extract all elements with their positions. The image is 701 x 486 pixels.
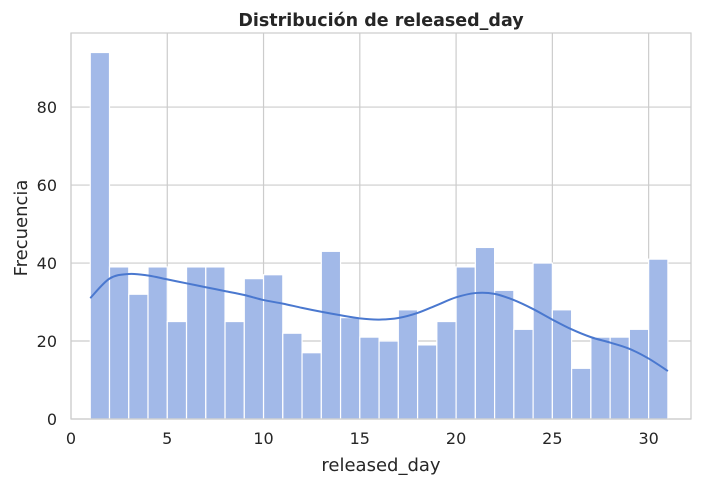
histogram-bar-29: [628, 328, 650, 420]
kde-layer: [89, 272, 669, 372]
kde-line: [89, 272, 669, 372]
histogram-bar-13: [320, 250, 342, 420]
histogram-bar-18: [416, 344, 438, 420]
x-tick-label-25: 25: [542, 429, 562, 448]
plot-frame: [70, 32, 692, 420]
x-tick-label-30: 30: [638, 429, 658, 448]
histogram-bars: [89, 51, 669, 420]
x-tick-labels: 0 5 10 15 20 25 30: [66, 429, 659, 448]
histogram-bar-8: [224, 320, 245, 420]
y-tick-labels: 0 20 40 60 80: [37, 98, 57, 429]
y-axis-label: Frecuencia: [11, 180, 32, 277]
y-tick-label-80: 80: [37, 98, 57, 117]
histogram-bar-12: [301, 352, 322, 420]
histogram-bar-26: [571, 367, 592, 420]
histogram-bar-2: [108, 266, 130, 420]
plot-border: [70, 32, 692, 420]
histogram-bar-20: [455, 266, 476, 420]
histogram-bar-27: [590, 336, 611, 420]
histogram-bar-10: [262, 274, 284, 420]
y-tick-label-0: 0: [47, 410, 57, 429]
y-tick-label-20: 20: [37, 332, 57, 351]
x-tick-label-10: 10: [253, 429, 273, 448]
y-tick-label-40: 40: [37, 254, 57, 273]
histogram-bar-30: [648, 258, 669, 420]
histogram-bar-1: [89, 51, 111, 420]
histogram-bar-17: [397, 309, 419, 420]
chart-title: Distribución de released_day: [238, 11, 524, 31]
histogram-bar-15: [359, 336, 380, 420]
histogram-bar-14: [339, 317, 361, 420]
histogram-bar-25: [551, 309, 573, 420]
histogram-bar-22: [494, 289, 515, 420]
histogram-bar-21: [474, 246, 496, 420]
histogram-bar-19: [436, 320, 457, 420]
histogram-bar-6: [185, 266, 207, 420]
x-axis-label: released_day: [321, 455, 441, 476]
histogram-bar-16: [378, 340, 399, 420]
histogram-bar-23: [513, 328, 534, 420]
x-tick-label-5: 5: [162, 429, 172, 448]
histogram-bar-3: [128, 293, 149, 420]
x-tick-label-0: 0: [66, 429, 76, 448]
histogram-bar-28: [609, 336, 630, 420]
y-tick-label-60: 60: [37, 176, 57, 195]
histogram-bar-5: [166, 320, 188, 420]
histogram-bar-4: [147, 266, 168, 420]
histogram-bar-11: [282, 332, 303, 420]
histogram-bar-24: [532, 262, 553, 420]
x-tick-label-20: 20: [446, 429, 466, 448]
x-tick-label-15: 15: [350, 429, 370, 448]
